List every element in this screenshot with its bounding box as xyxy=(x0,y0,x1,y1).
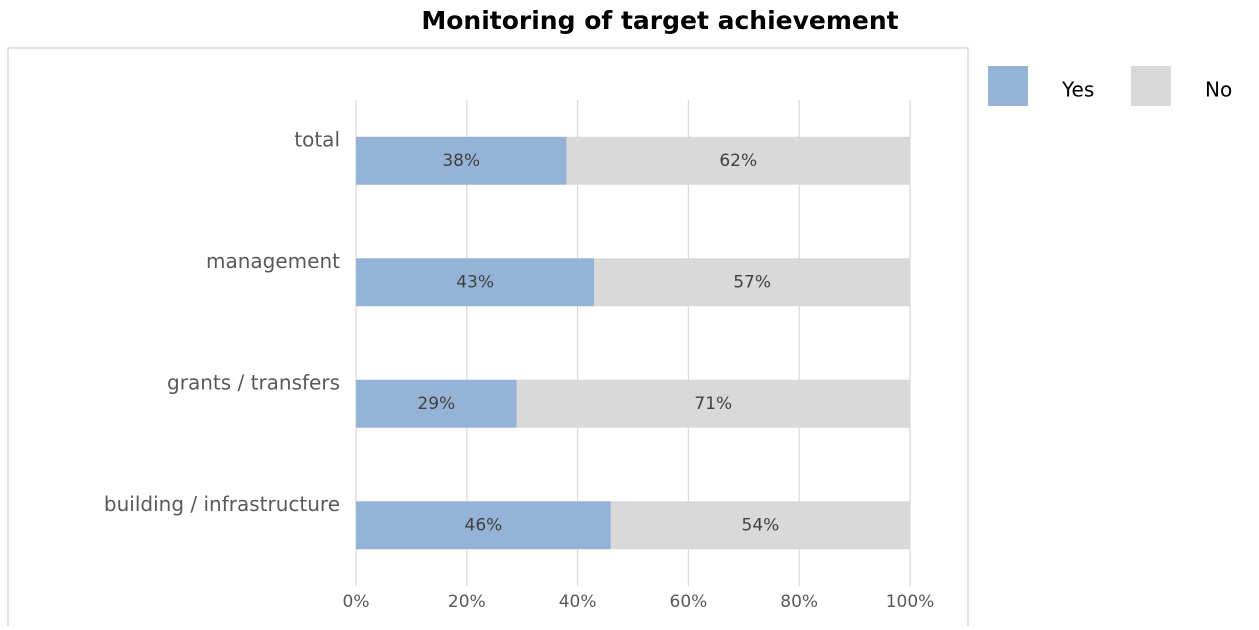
legend-swatch xyxy=(1131,66,1171,106)
category-label: management xyxy=(206,249,340,273)
data-label: 62% xyxy=(719,151,757,171)
bar-segment xyxy=(356,258,595,307)
data-label: 57% xyxy=(733,272,771,292)
x-tick-label: 100% xyxy=(886,592,935,612)
data-label: 46% xyxy=(465,515,503,535)
bar-segment xyxy=(610,501,910,550)
data-label: 54% xyxy=(742,515,780,535)
plot-frame xyxy=(7,47,969,630)
legend-label: No xyxy=(1205,78,1232,102)
legend-swatch xyxy=(988,66,1028,106)
data-label: 38% xyxy=(442,151,480,171)
legend-label: Yes xyxy=(1061,78,1094,102)
x-tick-label: 0% xyxy=(343,592,370,612)
bar-segment xyxy=(356,501,611,550)
bar-segment xyxy=(356,136,567,185)
data-label: 43% xyxy=(456,272,494,292)
bar-segment xyxy=(516,379,910,428)
bar-segment xyxy=(594,258,910,307)
chart-title: Monitoring of target achievement xyxy=(421,6,898,35)
category-label: grants / transfers xyxy=(167,370,340,394)
x-tick-label: 80% xyxy=(780,592,818,612)
bar-segment xyxy=(356,379,517,428)
data-label: 71% xyxy=(694,394,732,414)
data-label: 29% xyxy=(417,394,455,414)
category-label: total xyxy=(294,127,340,151)
x-tick-label: 20% xyxy=(448,592,486,612)
x-tick-label: 40% xyxy=(559,592,597,612)
category-label: building / infrastructure xyxy=(104,492,340,516)
bar-segment xyxy=(566,136,910,185)
x-tick-label: 60% xyxy=(670,592,708,612)
